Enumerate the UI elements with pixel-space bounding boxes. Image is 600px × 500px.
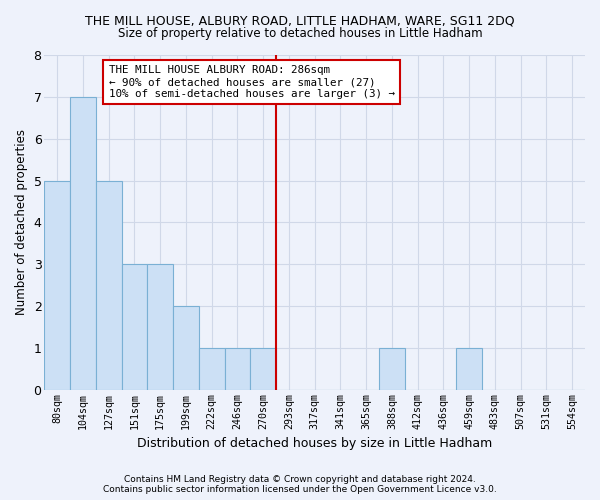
Bar — [70, 97, 96, 390]
Text: THE MILL HOUSE ALBURY ROAD: 286sqm
← 90% of detached houses are smaller (27)
10%: THE MILL HOUSE ALBURY ROAD: 286sqm ← 90%… — [109, 66, 395, 98]
Bar — [199, 348, 224, 390]
Bar — [96, 180, 122, 390]
Text: THE MILL HOUSE, ALBURY ROAD, LITTLE HADHAM, WARE, SG11 2DQ: THE MILL HOUSE, ALBURY ROAD, LITTLE HADH… — [85, 15, 515, 28]
X-axis label: Distribution of detached houses by size in Little Hadham: Distribution of detached houses by size … — [137, 437, 492, 450]
Bar — [224, 348, 250, 390]
Bar — [379, 348, 405, 390]
Bar — [456, 348, 482, 390]
Text: Contains public sector information licensed under the Open Government Licence v3: Contains public sector information licen… — [103, 485, 497, 494]
Text: Size of property relative to detached houses in Little Hadham: Size of property relative to detached ho… — [118, 28, 482, 40]
Bar — [250, 348, 276, 390]
Bar — [173, 306, 199, 390]
Text: Contains HM Land Registry data © Crown copyright and database right 2024.: Contains HM Land Registry data © Crown c… — [124, 475, 476, 484]
Bar — [122, 264, 148, 390]
Y-axis label: Number of detached properties: Number of detached properties — [15, 130, 28, 316]
Bar — [148, 264, 173, 390]
Bar — [44, 180, 70, 390]
